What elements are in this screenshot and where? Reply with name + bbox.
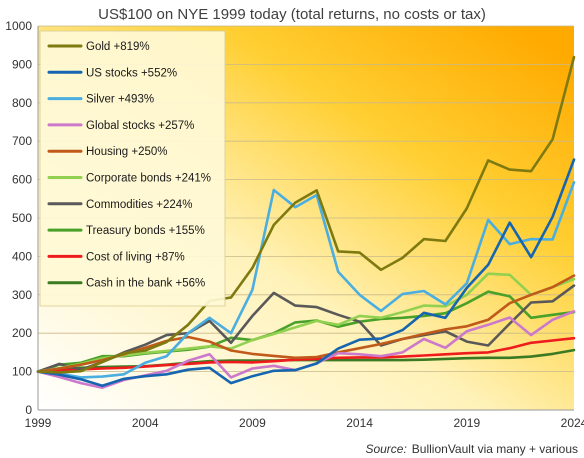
legend-label: Treasury bonds +155% bbox=[86, 225, 205, 237]
legend-label: Commodities +224% bbox=[86, 199, 192, 211]
y-axis-ticks: 0 100 200 300 400 500 600 700 800 900 1000 bbox=[5, 19, 32, 417]
source-note: Source: BullionVault via many + various bbox=[365, 442, 578, 456]
x-tick-label: 2024 bbox=[561, 416, 584, 430]
x-axis-ticks: 1999 2004 2009 2014 2019 2024 bbox=[25, 416, 584, 430]
y-tick-label: 600 bbox=[12, 173, 32, 187]
legend-label: Cost of living +87% bbox=[86, 251, 185, 263]
series-line bbox=[36, 336, 576, 373]
legend: Gold +819% US stocks +552% Silver +493% Glo… bbox=[39, 30, 226, 307]
series-lines bbox=[36, 55, 576, 390]
y-tick-label: 500 bbox=[12, 211, 32, 225]
y-tick-label: 300 bbox=[12, 288, 32, 302]
series-line bbox=[36, 181, 576, 379]
series-line bbox=[36, 272, 576, 373]
y-tick-label: 400 bbox=[12, 249, 32, 263]
y-tick-label: 100 bbox=[12, 365, 32, 379]
x-tick-label: 1999 bbox=[25, 416, 52, 430]
series-line bbox=[36, 158, 576, 388]
x-tick-label: 2004 bbox=[132, 416, 159, 430]
y-tick-label: 800 bbox=[12, 96, 32, 110]
y-tick-label: 700 bbox=[12, 134, 32, 148]
y-tick-label: 1000 bbox=[5, 19, 32, 33]
chart-title: US$100 on NYE 1999 today (total returns,… bbox=[98, 6, 486, 23]
y-tick-label: 900 bbox=[12, 57, 32, 71]
legend-label: Housing +250% bbox=[86, 146, 168, 158]
source-text: BullionVault via many + various bbox=[412, 442, 578, 456]
y-tick-label: 0 bbox=[25, 403, 32, 417]
x-tick-label: 2019 bbox=[453, 416, 480, 430]
legend-box bbox=[39, 30, 226, 307]
legend-label: Global stocks +257% bbox=[86, 120, 194, 132]
legend-label: US stocks +552% bbox=[86, 67, 177, 79]
x-tick-label: 2014 bbox=[346, 416, 373, 430]
legend-label: Cash in the bank +56% bbox=[86, 278, 205, 290]
series-line bbox=[36, 55, 576, 374]
series-line bbox=[36, 284, 576, 373]
legend-label: Gold +819% bbox=[86, 41, 150, 53]
y-tick-label: 200 bbox=[12, 326, 32, 340]
axes bbox=[37, 26, 574, 411]
legend-label: Silver +493% bbox=[86, 94, 154, 106]
legend-label: Corporate bonds +241% bbox=[86, 173, 211, 185]
source-label: Source: bbox=[365, 442, 406, 456]
x-tick-label: 2009 bbox=[239, 416, 266, 430]
